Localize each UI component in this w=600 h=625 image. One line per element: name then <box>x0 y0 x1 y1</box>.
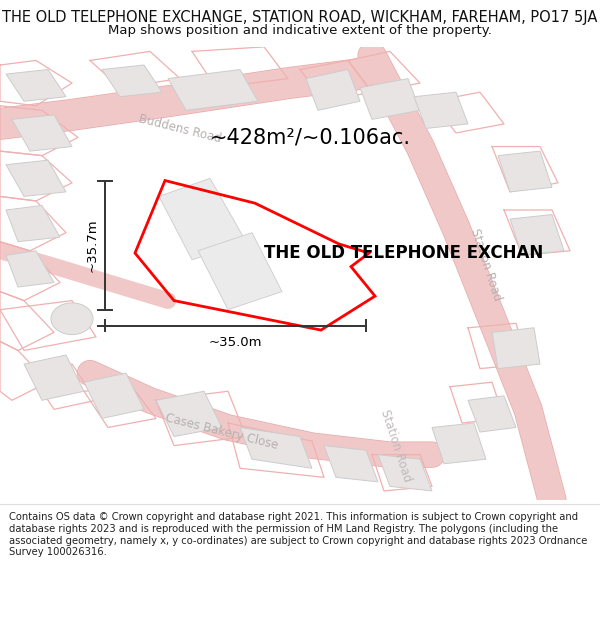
Polygon shape <box>24 355 84 400</box>
Text: Map shows position and indicative extent of the property.: Map shows position and indicative extent… <box>108 24 492 36</box>
Text: ~35.0m: ~35.0m <box>209 336 262 349</box>
Text: THE OLD TELEPHONE EXCHAN: THE OLD TELEPHONE EXCHAN <box>264 244 543 262</box>
Polygon shape <box>159 178 246 260</box>
Polygon shape <box>492 328 540 369</box>
Polygon shape <box>324 446 378 482</box>
Polygon shape <box>414 92 468 129</box>
Polygon shape <box>498 151 552 192</box>
Polygon shape <box>84 373 144 419</box>
Text: Buddens Road: Buddens Road <box>137 112 223 145</box>
Polygon shape <box>156 391 222 436</box>
Polygon shape <box>432 423 486 464</box>
Polygon shape <box>168 69 258 110</box>
Polygon shape <box>6 251 54 287</box>
Text: Contains OS data © Crown copyright and database right 2021. This information is : Contains OS data © Crown copyright and d… <box>9 512 587 558</box>
Text: Station Road: Station Road <box>468 226 504 302</box>
Text: ~35.7m: ~35.7m <box>85 218 98 272</box>
Text: Cases Bakery Close: Cases Bakery Close <box>164 412 280 452</box>
Text: THE OLD TELEPHONE EXCHANGE, STATION ROAD, WICKHAM, FAREHAM, PO17 5JA: THE OLD TELEPHONE EXCHANGE, STATION ROAD… <box>2 10 598 25</box>
Polygon shape <box>198 232 282 309</box>
Circle shape <box>51 303 93 334</box>
Text: Station Road: Station Road <box>378 408 414 484</box>
Polygon shape <box>102 65 162 97</box>
Polygon shape <box>6 69 66 101</box>
Polygon shape <box>510 214 564 255</box>
Polygon shape <box>468 396 516 432</box>
Text: ~428m²/~0.106ac.: ~428m²/~0.106ac. <box>210 127 411 148</box>
Polygon shape <box>12 115 72 151</box>
Polygon shape <box>306 69 360 110</box>
Polygon shape <box>6 206 60 242</box>
Polygon shape <box>240 428 312 468</box>
Polygon shape <box>378 455 432 491</box>
Polygon shape <box>6 160 66 196</box>
Polygon shape <box>360 79 420 119</box>
